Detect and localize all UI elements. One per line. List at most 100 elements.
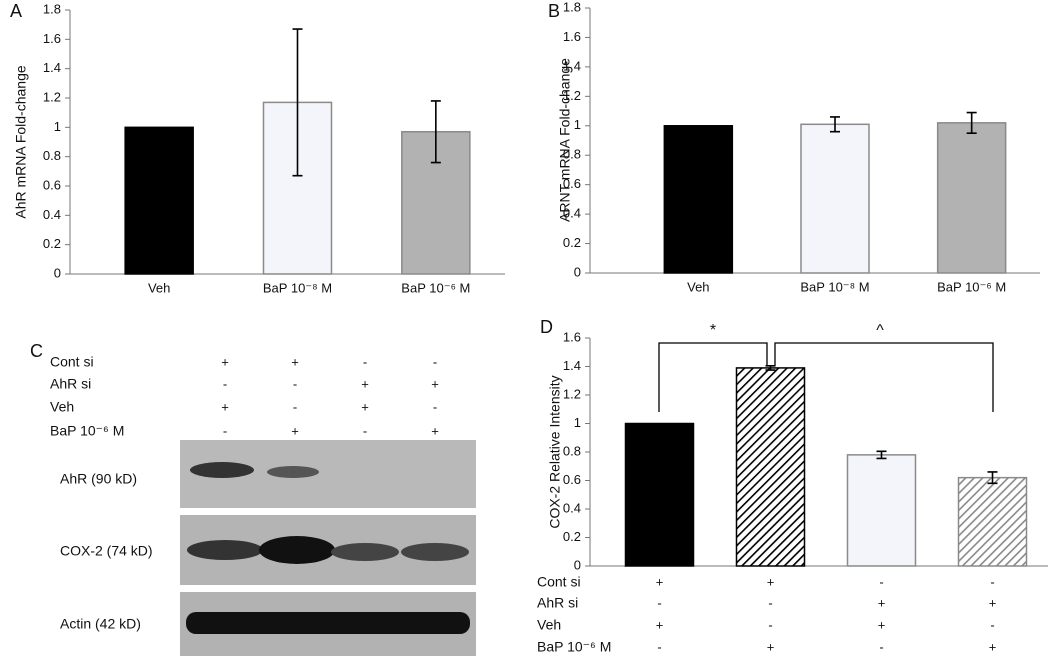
treatment-sign: +	[431, 423, 439, 438]
y-tick-label: 0.8	[563, 443, 581, 458]
y-tick-label: 0.4	[563, 500, 581, 515]
treatment-sign: +	[656, 617, 664, 632]
y-tick-label: 1	[574, 117, 581, 132]
y-tick-label: 1.4	[43, 60, 61, 75]
x-tick-label: BaP 10⁻⁸ M	[800, 279, 869, 294]
x-tick-label: BaP 10⁻⁶ M	[401, 280, 470, 295]
y-tick-label: 0	[574, 557, 581, 572]
bar	[846, 454, 917, 567]
error-bar	[966, 111, 977, 134]
y-tick-label: 1.6	[43, 31, 61, 46]
error-bar	[987, 471, 998, 485]
y-tick-label: 0	[54, 265, 61, 280]
panel-label: D	[540, 317, 553, 337]
treatment-label: BaP 10⁻⁶ M	[537, 639, 611, 655]
y-tick-label: 1.6	[563, 329, 581, 344]
treatment-sign: +	[431, 376, 439, 391]
bar	[800, 123, 870, 274]
treatment-sign: +	[221, 354, 229, 369]
treatment-sign: -	[223, 376, 227, 391]
treatment-sign: -	[293, 399, 297, 414]
treatment-sign: -	[223, 423, 227, 438]
y-tick-label: 0.2	[43, 236, 61, 251]
treatment-sign: -	[768, 595, 772, 610]
y-tick-label: 0.8	[563, 147, 581, 162]
treatment-sign: -	[293, 376, 297, 391]
bar	[624, 422, 695, 567]
y-tick-label: 1.4	[563, 58, 581, 73]
significance: *	[710, 322, 716, 339]
band	[186, 612, 470, 634]
treatment-label: AhR si	[50, 376, 91, 392]
y-tick-label: 0.8	[43, 148, 61, 163]
y-tick-label: 0.6	[563, 176, 581, 191]
y-tick-label: 0.4	[563, 206, 581, 221]
treatment-sign: +	[878, 595, 886, 610]
y-tick-label: 1.2	[563, 88, 581, 103]
treatment-sign: +	[361, 399, 369, 414]
panel-label: C	[30, 341, 43, 361]
y-tick-label: 1	[54, 119, 61, 134]
treatment-sign: +	[989, 639, 997, 654]
treatment-sign: -	[657, 595, 661, 610]
band-label: AhR (90 kD)	[60, 471, 137, 487]
treatment-sign: +	[989, 595, 997, 610]
error-bar	[430, 100, 441, 164]
y-tick-label: 1.4	[563, 358, 581, 373]
bar	[124, 126, 194, 275]
treatment-label: Veh	[537, 617, 561, 633]
x-tick-label: Veh	[148, 280, 170, 295]
treatment-label: Cont si	[537, 574, 581, 590]
y-tick-label: 0.2	[563, 235, 581, 250]
band	[190, 462, 254, 478]
y-tick-label: 0.4	[43, 207, 61, 222]
treatment-sign: -	[657, 639, 661, 654]
treatment-sign: -	[363, 354, 367, 369]
band	[259, 536, 335, 564]
panel-label: A	[10, 1, 22, 21]
bar	[936, 122, 1007, 274]
y-tick-label: 1	[574, 415, 581, 430]
y-axis-label: COX-2 Relative Intensity	[547, 375, 563, 528]
bracket	[658, 342, 768, 412]
y-tick-label: 1.8	[43, 1, 61, 16]
treatment-sign: -	[433, 354, 437, 369]
treatment-sign: +	[361, 376, 369, 391]
significance: ^	[876, 322, 884, 339]
bracket	[774, 342, 994, 412]
panel-label: B	[548, 1, 560, 21]
y-axis-label: ARNT mRNA Fold-change	[557, 58, 573, 222]
treatment-sign: -	[879, 574, 883, 589]
y-axis-label: AhR mRNA Fold-change	[13, 65, 29, 219]
x-tick-label: BaP 10⁻⁶ M	[937, 279, 1006, 294]
error-bar	[765, 364, 776, 371]
western-blot	[180, 440, 476, 656]
y-tick-label: 0.6	[43, 177, 61, 192]
treatment-label: Veh	[50, 399, 74, 415]
treatment-sign: -	[768, 617, 772, 632]
treatment-sign: +	[656, 574, 664, 589]
x-tick-label: BaP 10⁻⁸ M	[263, 280, 332, 295]
treatment-sign: -	[990, 574, 994, 589]
treatment-sign: -	[363, 423, 367, 438]
y-tick-label: 1.6	[563, 29, 581, 44]
band-label: Actin (42 kD)	[60, 616, 141, 632]
treatment-label: Cont si	[50, 354, 94, 370]
treatment-sign: +	[878, 617, 886, 632]
y-tick-label: 0	[574, 264, 581, 279]
treatment-sign: +	[767, 639, 775, 654]
band	[187, 540, 263, 560]
band	[401, 543, 469, 561]
treatment-sign: +	[291, 423, 299, 438]
band	[331, 543, 399, 561]
y-tick-label: 0.6	[563, 472, 581, 487]
treatment-sign: +	[767, 574, 775, 589]
error-bar	[292, 28, 303, 177]
treatment-sign: -	[990, 617, 994, 632]
error-bar	[876, 450, 887, 460]
treatment-sign: -	[433, 399, 437, 414]
treatment-label: BaP 10⁻⁶ M	[50, 423, 124, 439]
treatment-sign: +	[291, 354, 299, 369]
bar	[663, 125, 734, 274]
